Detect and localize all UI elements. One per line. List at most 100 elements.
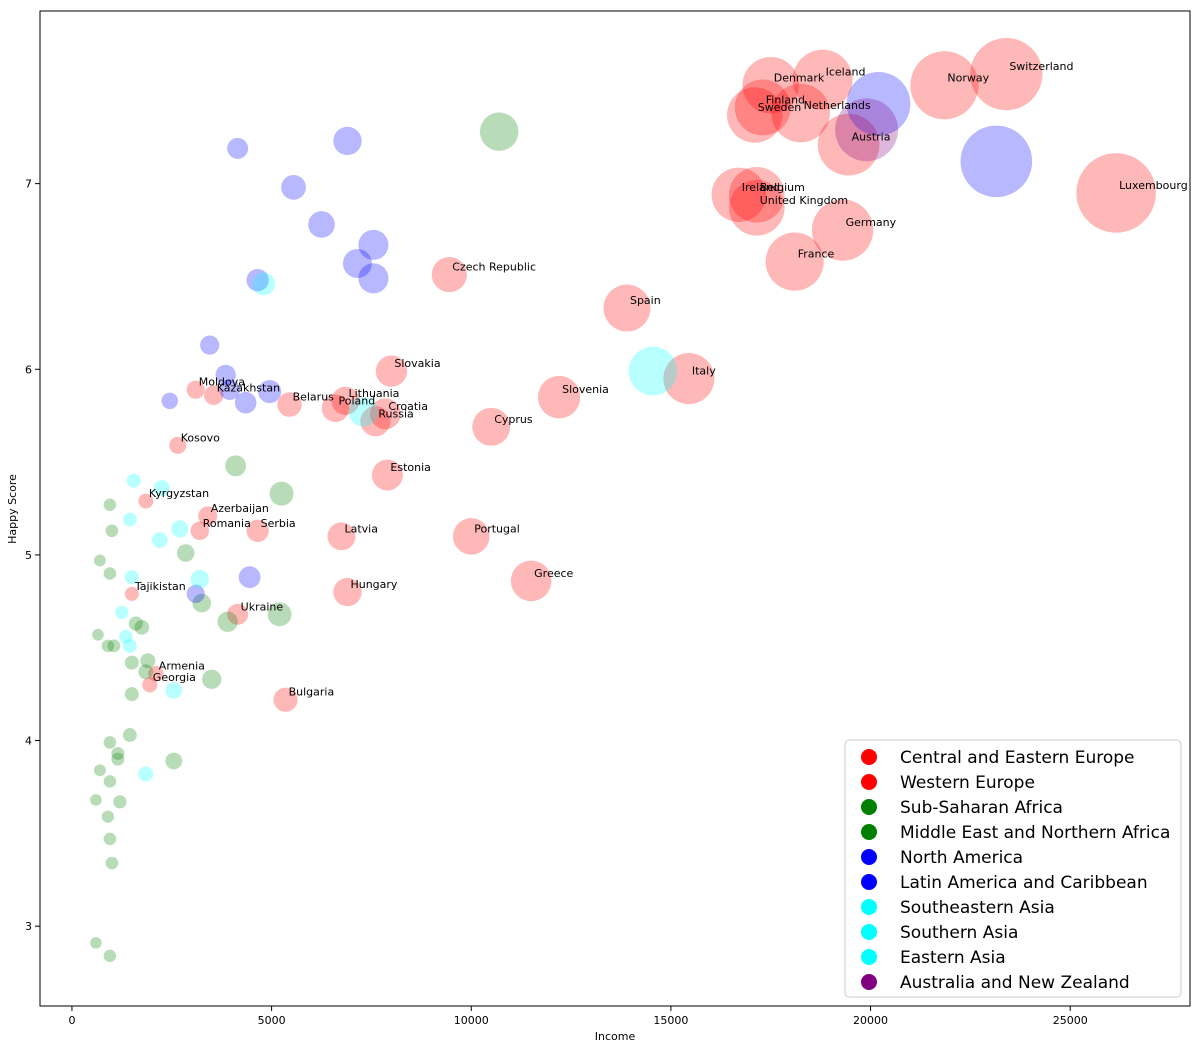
x-tick-label: 25000 bbox=[1053, 1014, 1088, 1027]
y-tick-label: 6 bbox=[25, 363, 32, 376]
point-label: Portugal bbox=[474, 522, 520, 535]
data-point bbox=[101, 639, 115, 653]
data-point bbox=[90, 794, 102, 806]
data-point bbox=[190, 521, 209, 541]
data-point bbox=[771, 83, 830, 143]
point-label: Estonia bbox=[390, 461, 431, 474]
data-point bbox=[811, 199, 874, 261]
legend-label: Australia and New Zealand bbox=[900, 973, 1130, 993]
point-label: Azerbaijan bbox=[211, 502, 269, 515]
data-point bbox=[308, 211, 335, 238]
data-point bbox=[331, 386, 360, 415]
legend-label: Eastern Asia bbox=[900, 948, 1006, 968]
point-label: France bbox=[798, 248, 835, 261]
data-point bbox=[103, 832, 117, 846]
data-point bbox=[165, 752, 183, 770]
data-point bbox=[171, 520, 189, 538]
data-point bbox=[138, 766, 154, 782]
data-point bbox=[970, 37, 1043, 111]
point-label: Kyrgyzstan bbox=[149, 487, 209, 500]
point-label: Greece bbox=[534, 567, 573, 580]
data-point bbox=[734, 79, 791, 136]
data-point bbox=[742, 56, 800, 114]
point-label: Kazakhstan bbox=[217, 381, 280, 394]
point-label: Hungary bbox=[350, 578, 397, 591]
data-point bbox=[103, 498, 117, 512]
point-label: Croatia bbox=[388, 400, 428, 413]
point-label: Germany bbox=[846, 216, 897, 229]
y-tick-label: 5 bbox=[25, 549, 32, 562]
point-label: Poland bbox=[338, 394, 375, 407]
legend-marker bbox=[861, 749, 877, 765]
legend-marker bbox=[861, 849, 877, 865]
data-point bbox=[792, 49, 853, 110]
data-point bbox=[101, 810, 115, 823]
point-label: Georgia bbox=[153, 671, 196, 684]
data-point bbox=[103, 736, 117, 749]
data-point bbox=[375, 355, 408, 387]
data-point bbox=[727, 87, 783, 143]
point-label: Finland bbox=[766, 94, 805, 107]
legend-marker bbox=[861, 774, 877, 790]
data-point bbox=[105, 856, 119, 870]
axis-ticks: 0 5000 10000 15000 20000 25000 3 4 5 6 7 bbox=[25, 178, 1088, 1027]
point-label: Norway bbox=[947, 71, 989, 84]
data-points bbox=[90, 37, 1156, 963]
data-point bbox=[202, 669, 222, 689]
data-point bbox=[711, 167, 766, 222]
data-point bbox=[603, 284, 651, 332]
data-point bbox=[342, 248, 372, 278]
data-point bbox=[369, 398, 401, 430]
data-point bbox=[111, 747, 125, 761]
data-point bbox=[227, 137, 249, 159]
data-point bbox=[227, 603, 249, 625]
data-point bbox=[165, 682, 183, 699]
data-point bbox=[238, 566, 261, 589]
point-label: United Kingdom bbox=[760, 194, 848, 207]
data-point bbox=[138, 493, 154, 509]
point-label: Russia bbox=[378, 407, 413, 420]
data-point bbox=[124, 687, 139, 702]
data-point bbox=[103, 775, 117, 788]
data-point bbox=[817, 113, 880, 176]
data-point bbox=[115, 605, 129, 620]
legend-marker bbox=[861, 924, 877, 940]
data-point bbox=[90, 937, 102, 949]
data-point bbox=[124, 586, 139, 601]
data-point bbox=[728, 179, 785, 236]
data-point bbox=[190, 569, 209, 589]
data-point bbox=[93, 554, 106, 567]
data-point bbox=[252, 272, 275, 296]
legend: Central and Eastern Europe Western Europe… bbox=[844, 739, 1182, 998]
data-point bbox=[111, 752, 125, 766]
data-point bbox=[277, 392, 302, 417]
legend-marker bbox=[861, 824, 877, 840]
data-point bbox=[431, 257, 467, 293]
data-point bbox=[333, 126, 362, 156]
data-point bbox=[134, 619, 150, 635]
plot-frame bbox=[39, 10, 1191, 1007]
data-point bbox=[198, 506, 218, 526]
point-label: Slovakia bbox=[394, 357, 440, 370]
point-label: Italy bbox=[692, 365, 716, 378]
y-tick-label: 3 bbox=[25, 920, 32, 933]
point-label: Latvia bbox=[344, 522, 378, 535]
data-point bbox=[200, 335, 220, 355]
data-point bbox=[169, 436, 187, 454]
legend-label: Middle East and Northern Africa bbox=[900, 823, 1170, 843]
legend-marker bbox=[861, 974, 877, 990]
data-point bbox=[148, 665, 164, 682]
data-point bbox=[728, 166, 785, 223]
point-label: Cyprus bbox=[494, 413, 533, 426]
data-point bbox=[186, 584, 205, 604]
point-label: Slovenia bbox=[562, 383, 609, 396]
data-point bbox=[910, 51, 979, 120]
point-label: Bulgaria bbox=[289, 686, 335, 699]
data-point bbox=[92, 628, 104, 641]
data-point bbox=[140, 653, 156, 669]
point-label: Serbia bbox=[261, 517, 296, 530]
data-point bbox=[142, 677, 158, 693]
data-point bbox=[161, 392, 179, 410]
data-point bbox=[269, 481, 294, 506]
